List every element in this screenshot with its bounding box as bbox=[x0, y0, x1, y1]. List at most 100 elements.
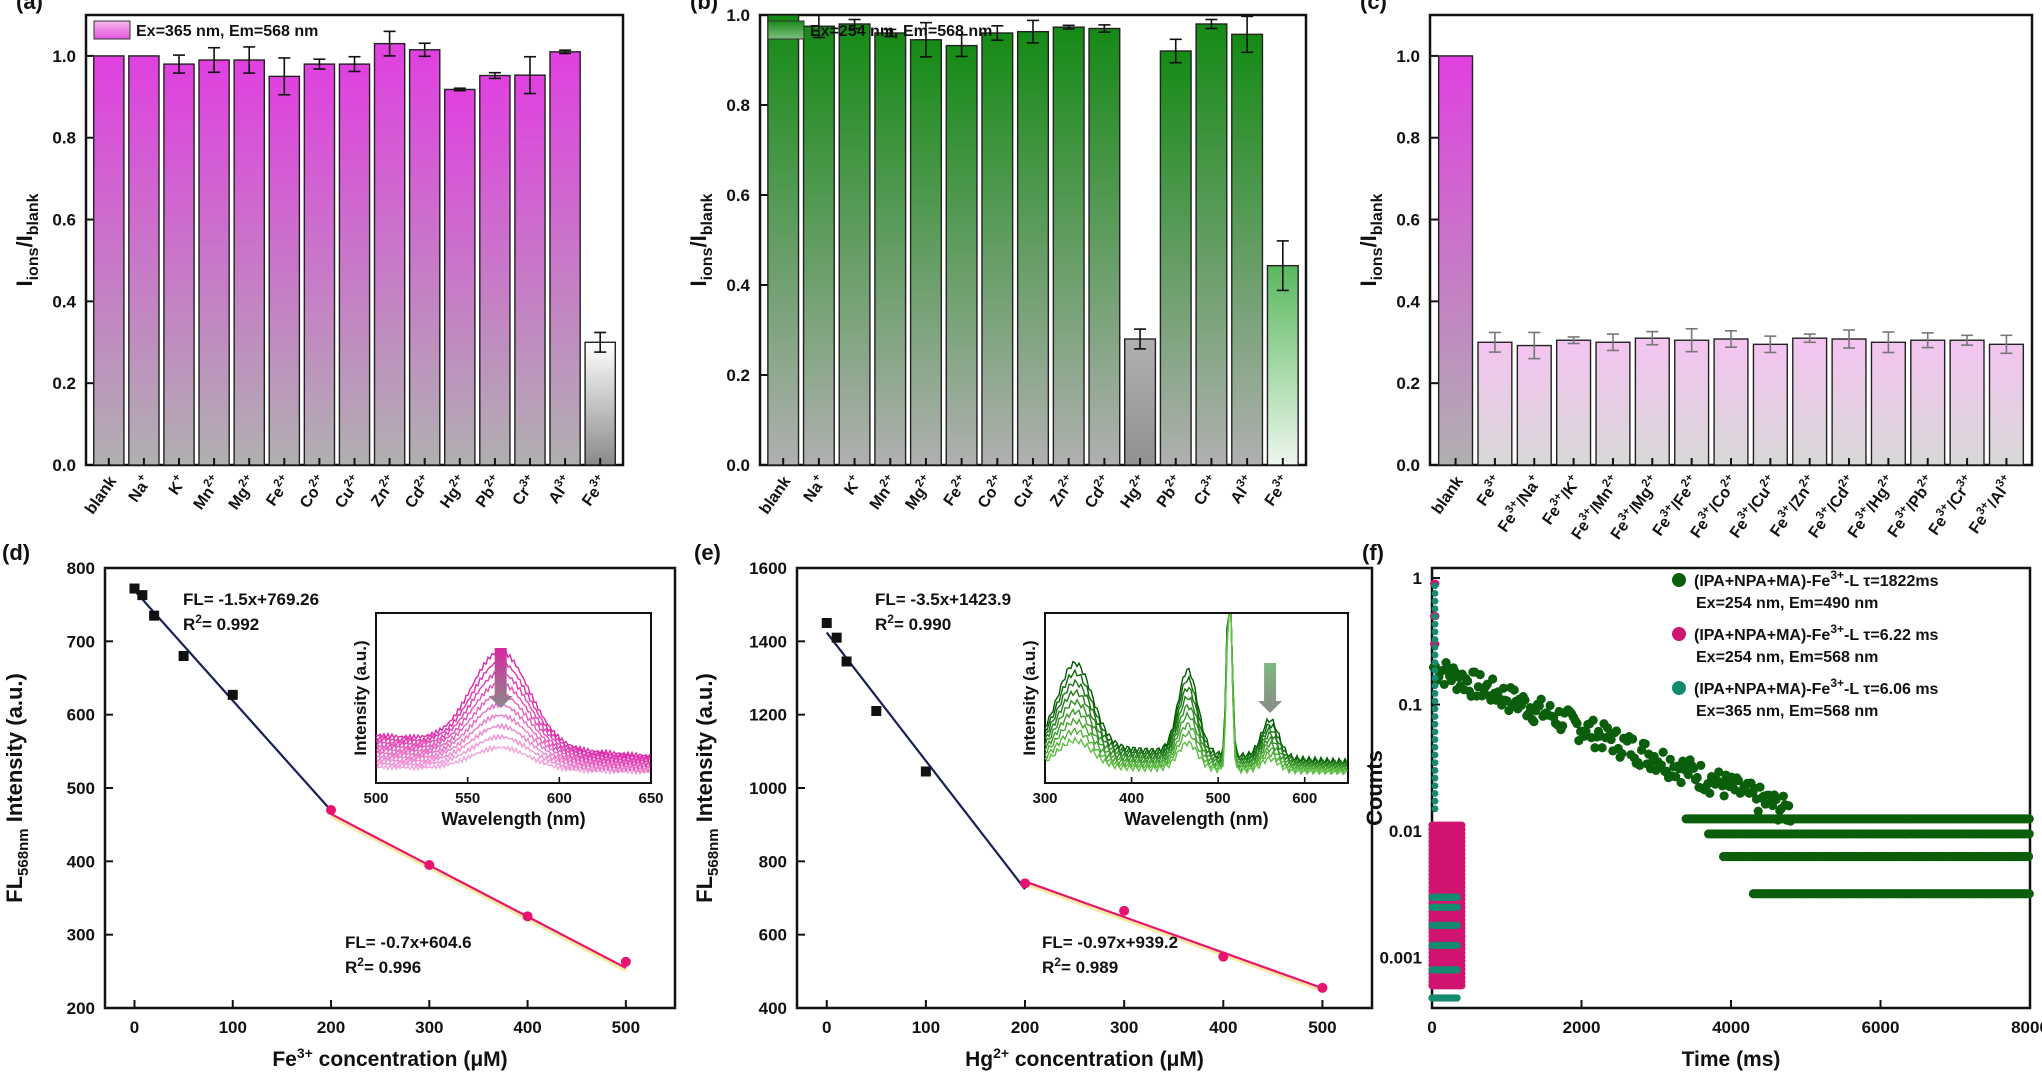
x-tick-label: Hg2+ bbox=[1115, 472, 1151, 512]
legend-label: Ex=254 nm, Em=568 nm bbox=[810, 23, 992, 40]
x-tick-label: Cu2+ bbox=[330, 472, 366, 512]
bar-8 bbox=[1752, 343, 1788, 466]
bar-4 bbox=[1595, 341, 1631, 466]
error-bar-3 bbox=[884, 28, 897, 38]
fit-r2-low: R2= 0.992 bbox=[183, 612, 259, 634]
y-tick-label: 400 bbox=[759, 999, 787, 1018]
bar-0 bbox=[767, 14, 800, 466]
x-tick-label: Fe3+ /Na+ bbox=[1493, 472, 1546, 536]
panel-d: 0 100 200 300 400 500 200 300 400 500 600 700 800 FL=… bbox=[2, 540, 677, 1071]
y-tick-label: 800 bbox=[759, 852, 787, 871]
fit-equation-low: FL= -3.5x+1423.9 bbox=[875, 590, 1011, 609]
error-bar-13 bbox=[559, 49, 572, 55]
legend-marker-2 bbox=[1672, 681, 1686, 695]
y-tick-label: 0.2 bbox=[1396, 374, 1420, 393]
x-tick-label: Hg2+ bbox=[435, 472, 471, 512]
panel-c: 0.0 0.2 0.4 0.6 0.8 1.0 blank Fe3+ Fe3+ /Na+ Fe… bbox=[1356, 0, 2034, 543]
error-bar-12 bbox=[523, 55, 536, 95]
legend-marker-0 bbox=[1672, 573, 1686, 587]
x-tick-label: Na+ bbox=[123, 472, 155, 506]
legend-marker-1 bbox=[1672, 627, 1686, 641]
data-point-circle bbox=[522, 911, 533, 922]
x-tick-label: Mn2+ bbox=[188, 472, 225, 513]
error-bar-10 bbox=[1134, 328, 1147, 350]
inset-x-label: Wavelength (nm) bbox=[441, 809, 585, 829]
error-bar-12 bbox=[1921, 332, 1934, 349]
inset-y-label: Intensity (a.u.) bbox=[351, 640, 370, 755]
data-point-square bbox=[841, 656, 852, 667]
x-tick-label: 200 bbox=[1011, 1018, 1039, 1037]
x-tick-label: Cr3+ bbox=[507, 472, 541, 509]
y-tick-label: 0.8 bbox=[726, 96, 750, 115]
x-tick-label: Co2+ bbox=[972, 472, 1008, 512]
error-bar-7 bbox=[1027, 19, 1039, 44]
error-bar-3 bbox=[1567, 336, 1580, 345]
error-bar-1 bbox=[812, 14, 825, 39]
error-bar-7 bbox=[1725, 330, 1737, 348]
y-tick-label: 1600 bbox=[749, 559, 787, 578]
bar-12 bbox=[1195, 23, 1228, 466]
inset-x-tick-label: 600 bbox=[547, 790, 572, 807]
panel-label: (e) bbox=[694, 540, 721, 565]
error-bar-9 bbox=[418, 42, 431, 58]
x-tick-label: 4000 bbox=[1712, 1018, 1750, 1037]
legend-label-0: (IPA+NPA+MA)-Fe3+-L τ=1822ms bbox=[1694, 568, 1939, 590]
x-tick-label: 0 bbox=[1427, 1018, 1436, 1037]
x-axis-label: Hg2+ concentration (μM) bbox=[965, 1045, 1204, 1071]
bar-8 bbox=[373, 42, 406, 466]
bar-11 bbox=[479, 74, 511, 466]
fit-shadow bbox=[330, 814, 627, 972]
y-tick-label: 0.0 bbox=[726, 456, 750, 475]
y-tick-label: 0.2 bbox=[52, 374, 76, 393]
fit-equation-high: FL= -0.7x+604.6 bbox=[345, 933, 472, 952]
bar-14 bbox=[1988, 343, 2025, 466]
y-axis-label: Iions/Iblank bbox=[1356, 193, 1386, 286]
bar-5 bbox=[945, 44, 978, 466]
y-tick-label: 1 bbox=[1413, 569, 1422, 588]
data-point-square bbox=[920, 766, 931, 777]
error-bar-5 bbox=[1646, 330, 1659, 346]
bar-13 bbox=[1231, 33, 1264, 466]
x-tick-label: 0 bbox=[130, 1018, 139, 1037]
decay-series-1 bbox=[1428, 658, 2034, 899]
y-axis-label: Counts bbox=[1362, 750, 1387, 826]
bar-1 bbox=[128, 55, 160, 466]
data-point-square bbox=[871, 706, 882, 716]
error-bar-9 bbox=[1803, 333, 1816, 344]
legend-condition-2: Ex=365 nm, Em=568 nm bbox=[1696, 703, 1878, 720]
y-tick-label: 1200 bbox=[749, 706, 787, 725]
x-tick-label: Cr3+ bbox=[1189, 472, 1223, 509]
x-tick-label: Fe3+ /Al3+ bbox=[1964, 472, 2018, 537]
bar-3 bbox=[198, 59, 230, 466]
panel-label: (b) bbox=[690, 0, 718, 14]
fit-r2-high: R2= 0.989 bbox=[1042, 955, 1118, 977]
x-tick-label: Zn2+ bbox=[1045, 472, 1080, 510]
x-tick-label: blank bbox=[757, 473, 795, 517]
inset-curve bbox=[375, 690, 651, 767]
fit-line-low bbox=[825, 631, 1026, 890]
bar-9 bbox=[1088, 27, 1121, 466]
bar-4 bbox=[909, 39, 942, 466]
bar-7 bbox=[1713, 338, 1749, 466]
inset-curve bbox=[1044, 614, 1348, 768]
inset-curve bbox=[375, 681, 651, 765]
error-bar-10 bbox=[1843, 329, 1856, 349]
y-tick-label: 600 bbox=[759, 926, 787, 945]
inset-x-tick-label: 500 bbox=[1206, 790, 1231, 807]
inset-curve bbox=[375, 649, 651, 759]
panel-label: (d) bbox=[2, 540, 30, 565]
x-tick-label: 400 bbox=[513, 1018, 541, 1037]
error-bar-4 bbox=[919, 21, 932, 58]
inset-curve bbox=[1044, 614, 1348, 776]
data-point-square bbox=[149, 610, 160, 621]
y-tick-label: 0.4 bbox=[52, 292, 76, 311]
legend-label-2: (IPA+NPA+MA)-Fe3+-L τ=6.06 ms bbox=[1694, 676, 1939, 698]
error-bar-6 bbox=[991, 24, 1004, 42]
x-tick-label: 300 bbox=[1110, 1018, 1138, 1037]
data-point-circle bbox=[1020, 878, 1031, 889]
error-bar-12 bbox=[1205, 18, 1218, 30]
fit-r2-high: R2= 0.996 bbox=[345, 955, 421, 977]
y-tick-label: 0.0 bbox=[52, 456, 76, 475]
